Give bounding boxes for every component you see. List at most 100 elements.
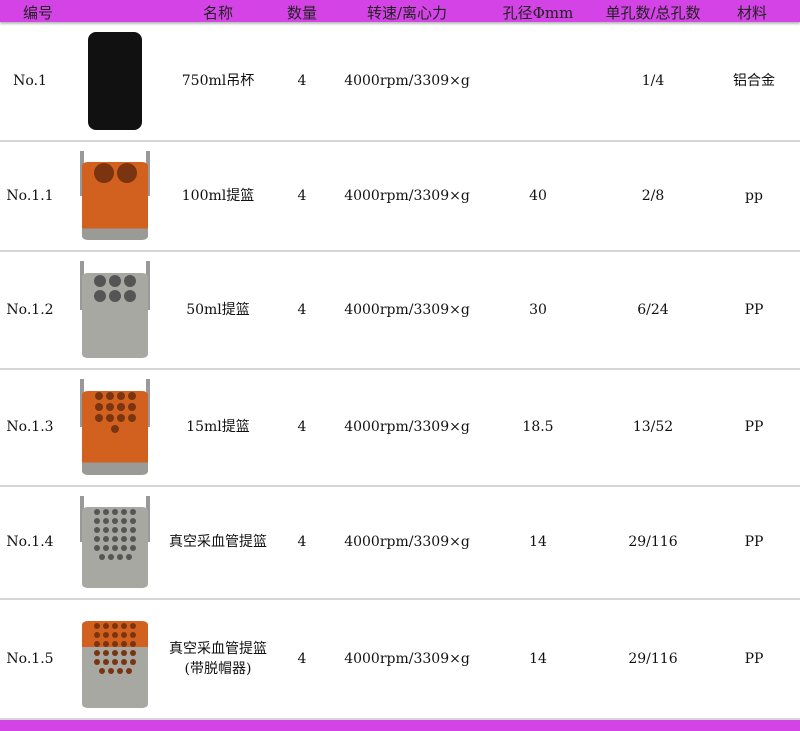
hole: [94, 649, 100, 656]
hole: [98, 667, 105, 674]
header-qty: 数量: [286, 4, 318, 22]
product-image-orange-basket-13-holes: [80, 379, 150, 475]
hole: [109, 289, 121, 302]
row-material-text: PP: [744, 650, 764, 667]
hole: [130, 631, 136, 638]
row-name: 750ml吊杯: [182, 71, 254, 91]
hole: [94, 289, 106, 302]
hole: [94, 517, 100, 524]
row-speed: 4000rpm/3309×g: [344, 417, 470, 437]
row-qty-text: 4: [297, 301, 307, 318]
hole: [103, 526, 109, 533]
product-image-orange-basket-2-holes: [80, 151, 150, 240]
row-speed-text: 4000rpm/3309×g: [344, 419, 470, 435]
product-image-orange-gray-basket-decapper: [82, 609, 148, 708]
row-name-text: 750ml吊杯: [181, 73, 255, 89]
row-material: PP: [745, 532, 764, 552]
row-material: PP: [745, 300, 764, 320]
hole: [103, 649, 109, 656]
row-qty-text: 4: [297, 419, 307, 435]
row-holes: 29/116: [628, 532, 677, 552]
table-row: No.1.1 100ml提篮 4 4000rpm/3309×g 40 2/8 pp: [0, 141, 800, 252]
hole: [130, 640, 136, 647]
row-holes-text: 13/52: [632, 419, 674, 435]
hole: [105, 414, 114, 423]
product-image-gray-basket-6-holes: [80, 261, 150, 358]
hole: [124, 289, 136, 302]
hole: [94, 414, 103, 423]
hole: [103, 658, 109, 665]
row-speed: 4000rpm/3309×g: [344, 649, 470, 669]
row-qty-text: 4: [297, 187, 307, 204]
row-material-text: PP: [744, 301, 764, 318]
row-id-text: No.1.2: [6, 301, 54, 318]
hole: [127, 392, 136, 401]
hole: [103, 508, 109, 515]
hole: [121, 631, 127, 638]
row-bore: 30: [529, 300, 547, 320]
row-speed-text: 4000rpm/3309×g: [344, 301, 470, 318]
row-qty-text: 4: [297, 534, 307, 550]
row-name: 50ml提篮: [186, 300, 250, 320]
table-row: No.1.2 50ml提篮 4 4000rpm/3309×g 30 6/24 PP: [0, 251, 800, 370]
hole: [121, 517, 127, 524]
header-speed: 转速/离心力: [366, 4, 448, 22]
row-bore: 40: [529, 186, 547, 206]
hole: [107, 553, 114, 560]
row-name-text: 50ml提篮: [186, 301, 250, 318]
hole: [112, 544, 118, 551]
row-name-text: 真空采血管提篮: [169, 534, 267, 550]
hole: [125, 667, 132, 674]
row-holes-text: 29/116: [628, 534, 678, 550]
header-holes: 单孔数/总孔数: [605, 4, 701, 22]
hole: [130, 526, 136, 533]
hole: [112, 631, 118, 638]
row-id-text: No.1: [13, 73, 47, 89]
row-bore-text: 14: [529, 534, 547, 550]
row-qty: 4: [298, 300, 307, 320]
hole: [94, 274, 106, 287]
row-material-text: PP: [744, 534, 764, 550]
row-speed: 4000rpm/3309×g: [344, 71, 470, 91]
row-qty: 4: [298, 417, 307, 437]
row-qty-text: 4: [297, 73, 307, 89]
hole: [121, 544, 127, 551]
hole: [112, 535, 118, 542]
header-material: 材料: [736, 4, 768, 22]
hole: [130, 622, 136, 629]
hole: [94, 631, 100, 638]
row-speed-text: 4000rpm/3309×g: [344, 187, 470, 204]
hole: [116, 667, 123, 674]
row-qty: 4: [298, 532, 307, 552]
row-speed: 4000rpm/3309×g: [344, 300, 470, 320]
row-holes: 6/24: [637, 300, 668, 320]
hole: [121, 622, 127, 629]
product-image-gray-basket-29-holes: [80, 496, 150, 588]
hole: [103, 640, 109, 647]
hole: [109, 274, 121, 287]
table-row: No.1.3 15ml提篮 4 4000rpm/3309×g 18.5 13/52 PP: [0, 369, 800, 487]
row-holes: 29/116: [628, 649, 677, 669]
row-id-text: No.1.4: [6, 534, 54, 550]
hole: [130, 535, 136, 542]
hole: [94, 544, 100, 551]
hole: [130, 517, 136, 524]
table-row: No.1.4 真空采血管提篮 4 4000rpm/3309×g 14 29/116 PP: [0, 486, 800, 600]
hole: [93, 163, 114, 184]
header-bore: 孔径Φmm: [502, 4, 574, 22]
row-qty: 4: [298, 649, 307, 669]
row-bore-text: 14: [529, 650, 547, 667]
row-id: No.1.4: [6, 532, 53, 552]
row-material-text: 铝合金: [733, 73, 775, 89]
footer-bar: [0, 720, 800, 731]
hole: [112, 658, 118, 665]
row-holes-text: 1/4: [641, 73, 665, 89]
hole: [103, 544, 109, 551]
hole: [105, 392, 114, 401]
row-name: 真空采血管提篮: [169, 532, 267, 552]
hole: [130, 649, 136, 656]
header-name: 名称: [202, 4, 234, 22]
hole: [127, 403, 136, 412]
hole: [112, 517, 118, 524]
hole: [94, 640, 100, 647]
